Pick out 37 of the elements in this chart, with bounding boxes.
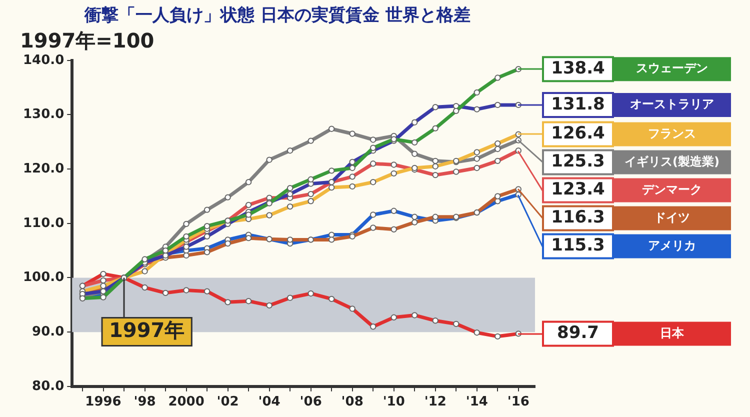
chart-subtitle: 1997年=100 (20, 28, 154, 53)
data-label: 126.4 (551, 124, 606, 144)
data-label: 125.3 (551, 152, 605, 172)
text: イギリス(製造業) (624, 154, 720, 168)
x-tick-label: '02 (216, 394, 239, 410)
x-tick-label: '04 (258, 394, 280, 410)
text: オーストラリア (630, 97, 714, 112)
text: 日本 (660, 326, 685, 340)
y-tick-label: 110.0 (22, 216, 64, 231)
y-tick-label: 140.0 (22, 52, 64, 68)
data-label: 115.3 (551, 236, 605, 256)
y-tick-label: 100.0 (22, 270, 64, 286)
text: アメリカ (648, 238, 696, 252)
x-tick-label: '12 (424, 394, 446, 410)
y-tick-label: 80.0 (32, 378, 64, 394)
text: デンマーク (642, 182, 702, 196)
data-label: 116.3 (551, 208, 605, 228)
x-tick-label: 1996 (85, 394, 122, 410)
data-label: 131.8 (551, 94, 605, 114)
text: フランス (648, 126, 696, 140)
x-tick-label: '08 (341, 394, 364, 410)
y-tick-label: 130.0 (22, 107, 64, 122)
chart-title: 衝撃「一人負け」状態 日本の実質賃金 世界と格差 (84, 6, 470, 26)
x-tick-label: '16 (507, 394, 530, 410)
text: ドイツ (654, 210, 690, 224)
data-label: 89.7 (557, 323, 599, 344)
x-tick-label: '14 (466, 394, 488, 410)
annotation: 1997年 (109, 318, 185, 342)
text: スウェーデン (636, 61, 708, 76)
data-label: 138.4 (551, 58, 606, 79)
y-tick-label: 90.0 (32, 324, 64, 340)
x-tick-label: 2000 (168, 394, 204, 410)
x-tick-label: '10 (382, 394, 405, 410)
y-tick-label: 120.0 (22, 161, 64, 176)
data-label: 123.4 (551, 180, 606, 200)
x-tick-label: '98 (134, 394, 156, 410)
x-tick-label: '06 (300, 394, 322, 410)
